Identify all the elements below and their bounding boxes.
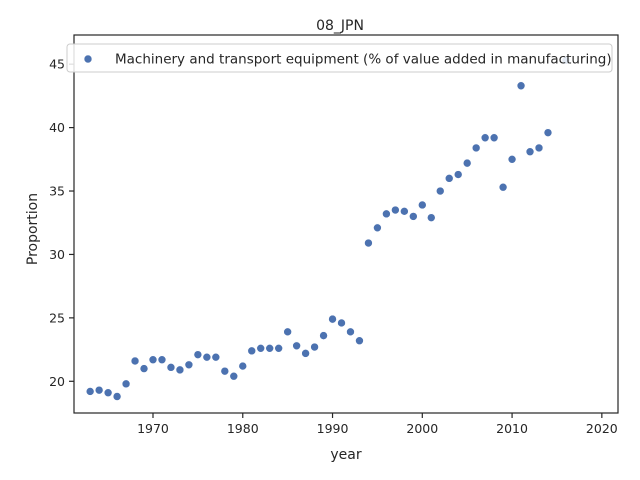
data-point <box>337 318 346 328</box>
data-point <box>507 155 517 164</box>
data-point <box>265 344 274 353</box>
y-axis: 20 25 30 35 40 45 <box>49 57 74 389</box>
chart-title: 08_JPN <box>316 18 364 34</box>
data-point <box>373 223 382 233</box>
data-point <box>319 331 328 340</box>
y-axis-label: Proportion <box>25 193 41 265</box>
data-point <box>480 133 490 143</box>
data-point <box>103 388 113 398</box>
legend-label: Machinery and transport equipment (% of … <box>115 52 612 68</box>
data-point <box>310 342 319 352</box>
data-point <box>85 387 95 396</box>
y-tick-label: 45 <box>49 57 65 72</box>
data-point <box>409 212 418 221</box>
data-point <box>444 174 454 183</box>
data-point <box>453 170 463 179</box>
x-tick-label: 2020 <box>586 421 618 436</box>
data-point <box>391 205 400 215</box>
x-tick-label: 1970 <box>137 421 169 436</box>
data-point <box>256 344 266 353</box>
data-point <box>346 327 355 337</box>
legend-marker <box>83 54 93 64</box>
x-tick-label: 1980 <box>227 421 259 436</box>
legend: Machinery and transport equipment (% of … <box>66 43 613 73</box>
data-point <box>184 360 194 370</box>
data-point <box>166 363 176 372</box>
data-points <box>85 56 571 401</box>
x-axis-label: year <box>330 447 361 463</box>
y-tick-label: 30 <box>49 247 65 262</box>
x-axis: 1970 1980 1990 2000 2010 2020 <box>137 413 618 436</box>
data-point <box>229 371 239 381</box>
data-point <box>220 366 230 376</box>
data-point <box>130 356 140 366</box>
data-point <box>94 385 104 395</box>
data-point <box>211 352 221 362</box>
y-tick-label: 40 <box>49 120 65 135</box>
data-point <box>516 81 526 91</box>
data-point <box>202 352 212 362</box>
data-point <box>525 147 535 156</box>
data-point <box>418 200 427 210</box>
data-point <box>175 365 185 375</box>
data-point <box>382 209 391 219</box>
data-point <box>489 133 499 143</box>
data-point <box>157 355 167 365</box>
data-point <box>148 355 158 365</box>
data-point <box>471 143 481 153</box>
data-point <box>274 344 283 353</box>
y-tick-label: 35 <box>49 184 65 199</box>
plot-frame <box>73 34 619 414</box>
data-point <box>328 314 337 324</box>
data-point <box>426 213 436 222</box>
data-point <box>355 336 364 345</box>
data-point <box>247 346 257 356</box>
data-point <box>139 364 149 373</box>
data-point <box>283 327 292 337</box>
data-point <box>498 182 508 192</box>
data-point <box>112 392 122 401</box>
data-point <box>238 361 248 371</box>
x-tick-label: 1990 <box>317 421 349 436</box>
x-tick-label: 2000 <box>406 421 438 436</box>
y-tick-label: 20 <box>49 374 65 389</box>
data-point <box>534 143 544 153</box>
y-tick-label: 25 <box>49 310 65 325</box>
x-tick-label: 2010 <box>496 421 528 436</box>
data-point <box>462 158 472 168</box>
data-point <box>292 341 301 351</box>
data-point <box>400 207 409 216</box>
data-point <box>193 350 203 359</box>
legend-box <box>66 43 613 73</box>
data-point <box>121 379 131 389</box>
data-point <box>543 128 553 137</box>
data-point <box>301 349 310 358</box>
data-point <box>364 238 373 248</box>
data-point <box>435 186 445 196</box>
